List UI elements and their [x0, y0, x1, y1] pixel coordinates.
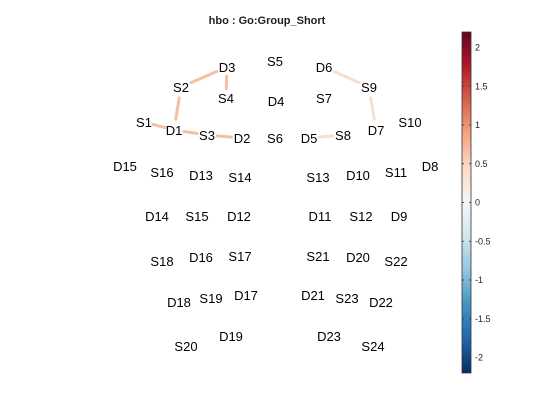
optode-d4: D4 [268, 94, 285, 109]
colorbar-ticks: 2 1.5 1 0.5 0 -0.5 -1 -1.5 -2 [462, 43, 491, 363]
optode-d7: D7 [368, 123, 385, 138]
optode-d20: D20 [346, 250, 370, 265]
optode-s2: S2 [173, 80, 189, 95]
colorbar-tick-label: -1.5 [475, 314, 491, 324]
optode-s20: S20 [174, 339, 197, 354]
optode-d10: D10 [346, 168, 370, 183]
optode-s15: S15 [185, 209, 208, 224]
optode-s23: S23 [335, 291, 358, 306]
optode-d9: D9 [391, 209, 408, 224]
optode-s4: S4 [218, 91, 234, 106]
optode-d2: D2 [234, 131, 251, 146]
channel-line-s3-d1 [182, 130, 199, 135]
optode-s7: S7 [316, 91, 332, 106]
optode-d17: D17 [234, 288, 258, 303]
channel-line-s9-d6 [332, 69, 361, 85]
channel-line-s2-d3 [189, 69, 219, 85]
optode-labels: S5 D3 D6 S2 S9 S4 D4 S7 S1 S10 D1 D7 S3 S8 D2 S6 D5 D15 D8… [113, 54, 438, 354]
optode-s16: S16 [150, 165, 173, 180]
optode-s19: S19 [199, 291, 222, 306]
channel-line-s9-d7 [369, 96, 376, 121]
optode-s14: S14 [228, 170, 251, 185]
optode-s24: S24 [361, 339, 384, 354]
optode-d11: D11 [309, 209, 332, 224]
optode-d22: D22 [369, 295, 393, 310]
channel-line-s3-d2 [216, 134, 233, 139]
colorbar-tick-label: -1 [475, 275, 483, 285]
optode-d16: D16 [189, 250, 213, 265]
optode-d15: D15 [113, 159, 137, 174]
optode-d3: D3 [219, 60, 236, 75]
optode-s22: S22 [384, 254, 407, 269]
optode-s1: S1 [136, 115, 152, 130]
optode-s5: S5 [267, 54, 283, 69]
optode-s12: S12 [349, 209, 372, 224]
optode-d18: D18 [167, 295, 191, 310]
optode-d8: D8 [422, 159, 439, 174]
optode-d12: D12 [227, 209, 251, 224]
colorbar-tick-label: -0.5 [475, 236, 491, 246]
optode-s11: S11 [385, 165, 407, 180]
colorbar-tick-label: 0.5 [475, 159, 488, 169]
optode-s17: S17 [228, 249, 251, 264]
optode-s21: S21 [306, 249, 329, 264]
optode-d19: D19 [219, 329, 243, 344]
optode-s10: S10 [398, 115, 421, 130]
optode-s8: S8 [335, 128, 351, 143]
optode-d5: D5 [301, 131, 318, 146]
optode-s9: S9 [361, 80, 377, 95]
optode-s13: S13 [306, 170, 329, 185]
colorbar-tick-label: 0 [475, 198, 480, 208]
colorbar: 2 1.5 1 0.5 0 -0.5 -1 -1.5 -2 [461, 31, 491, 374]
colorbar-tick-label: 2 [475, 43, 480, 53]
chart-title: hbo : Go:Group_Short [209, 15, 326, 27]
optode-d1: D1 [166, 123, 183, 138]
colorbar-tick-label: 1.5 [475, 81, 488, 91]
optode-d6: D6 [316, 60, 333, 75]
optode-s18: S18 [150, 254, 173, 269]
colorbar-tick-label: 1 [475, 120, 480, 130]
optode-d14: D14 [145, 209, 169, 224]
optode-s6: S6 [267, 131, 283, 146]
colorbar-tick-label: -2 [475, 353, 483, 363]
optode-d23: D23 [317, 329, 341, 344]
channel-line-s1-d1 [151, 122, 167, 130]
channel-lines [151, 69, 376, 139]
optode-d21: D21 [301, 288, 325, 303]
optode-s3: S3 [199, 128, 215, 143]
optode-d13: D13 [189, 168, 213, 183]
channel-line-s8-d5 [317, 134, 335, 139]
channel-line-s2-d1 [174, 96, 181, 121]
